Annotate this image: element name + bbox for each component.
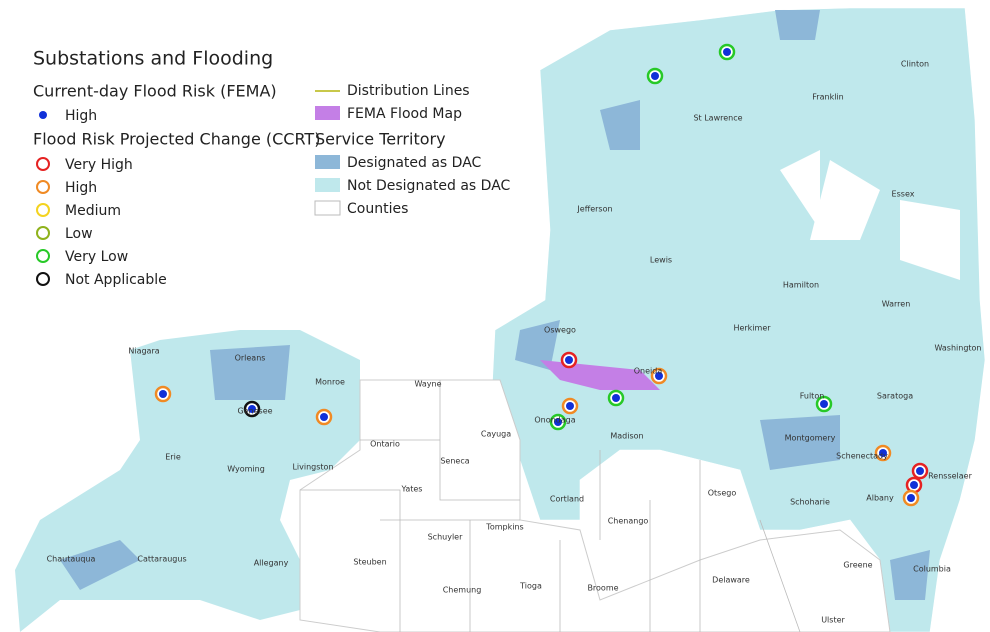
county-label: Tioga — [519, 582, 542, 591]
county-label: Madison — [610, 432, 643, 441]
substation — [248, 405, 256, 413]
legend-title: Service Territory — [315, 130, 446, 149]
legend-swatch — [314, 200, 341, 216]
substation — [879, 449, 887, 457]
county-label: Tompkins — [485, 523, 523, 532]
substations — [154, 43, 929, 507]
substation — [916, 467, 924, 475]
substation — [655, 372, 663, 380]
county-label: Schuyler — [428, 533, 463, 542]
county-label: Essex — [892, 190, 915, 199]
county-label: Oneida — [634, 367, 663, 376]
substation — [159, 390, 167, 398]
county-label: Wayne — [414, 380, 441, 389]
legend-swatch — [36, 157, 50, 171]
substation — [612, 394, 620, 402]
substation — [820, 400, 828, 408]
legend-swatch — [315, 106, 340, 120]
county-label: Clinton — [901, 60, 929, 69]
substation — [554, 418, 562, 426]
map-base — [15, 7, 986, 632]
county-label: Cortland — [550, 495, 584, 504]
county-label: Niagara — [128, 347, 159, 356]
substation — [907, 494, 915, 502]
county-label: Warren — [882, 300, 911, 309]
legend-label: Low — [65, 226, 93, 242]
county-label: Greene — [843, 561, 872, 570]
county-label: Otsego — [708, 489, 737, 498]
county-label: Lewis — [650, 256, 672, 265]
county-label: Orleans — [235, 354, 266, 363]
legend-label: Not Applicable — [65, 272, 167, 288]
legend-swatch — [36, 180, 50, 194]
county-label: Schenectady — [836, 452, 888, 461]
legend-swatch — [315, 178, 340, 192]
legend-label: Very Low — [65, 249, 128, 265]
county-label: Broome — [587, 584, 618, 593]
legend: Substations and Flooding Current-day Flo… — [33, 48, 511, 289]
county-label: Steuben — [353, 558, 386, 567]
county-label: Cayuga — [481, 430, 511, 439]
county-label: Oswego — [544, 326, 576, 335]
legend-title: Flood Risk Projected Change (CCRT) — [33, 130, 320, 149]
legend-swatch — [36, 203, 50, 217]
substation — [565, 356, 573, 364]
legend-swatch — [315, 155, 340, 169]
county-labels: Clinton Franklin St Lawrence Essex Jefferson… — [47, 60, 982, 625]
county-label: Schoharie — [790, 498, 830, 507]
legend-swatch — [36, 249, 50, 263]
county-label: St Lawrence — [693, 114, 742, 123]
legend-label: Very High — [65, 157, 133, 173]
substation — [320, 413, 328, 421]
county-label: Monroe — [315, 378, 345, 387]
legend-swatch — [36, 272, 50, 286]
legend-label: Medium — [65, 203, 121, 219]
county-label: Ontario — [370, 440, 400, 449]
map-title: Substations and Flooding — [33, 48, 273, 70]
county-label: Herkimer — [733, 324, 771, 333]
legend-swatch — [36, 226, 50, 240]
county-label: Livingston — [292, 463, 333, 472]
county-label: Columbia — [913, 565, 951, 574]
county-label: Montgomery — [785, 434, 836, 443]
county-label: Delaware — [712, 576, 750, 585]
county-label: Fulton — [800, 392, 825, 401]
county-label: Chautauqua — [47, 555, 96, 564]
substation — [651, 72, 659, 80]
legend-label: High — [65, 108, 97, 124]
substation — [723, 48, 731, 56]
county-label: Seneca — [440, 457, 469, 466]
county-label: Hamilton — [783, 281, 819, 290]
county-label: Allegany — [254, 559, 289, 568]
county-label: Chemung — [443, 586, 482, 595]
legend-label: Designated as DAC — [347, 155, 482, 171]
substation — [910, 481, 918, 489]
county-label: Yates — [401, 485, 423, 494]
county-label: Ulster — [821, 616, 845, 625]
legend-label: FEMA Flood Map — [347, 106, 462, 122]
substation — [566, 402, 574, 410]
county-label: Genesee — [237, 407, 272, 416]
county-label: Washington — [934, 344, 981, 353]
county-label: Rensselaer — [928, 472, 972, 481]
legend-swatch — [39, 111, 47, 119]
county-label: Erie — [165, 453, 181, 462]
legend-label: Not Designated as DAC — [347, 178, 511, 194]
county-label: Jefferson — [576, 205, 612, 214]
county-label: Cattaraugus — [137, 555, 186, 564]
legend-label: Counties — [347, 201, 408, 217]
county-label: Albany — [866, 494, 894, 503]
legend-label: Distribution Lines — [347, 83, 470, 99]
county-label: Onondaga — [534, 416, 575, 425]
county-label: Wyoming — [227, 465, 265, 474]
county-label: Franklin — [812, 93, 843, 102]
legend-label: High — [65, 180, 97, 196]
county-label: Chenango — [608, 517, 649, 526]
legend-title: Current-day Flood Risk (FEMA) — [33, 82, 277, 101]
county-label: Saratoga — [877, 392, 913, 401]
